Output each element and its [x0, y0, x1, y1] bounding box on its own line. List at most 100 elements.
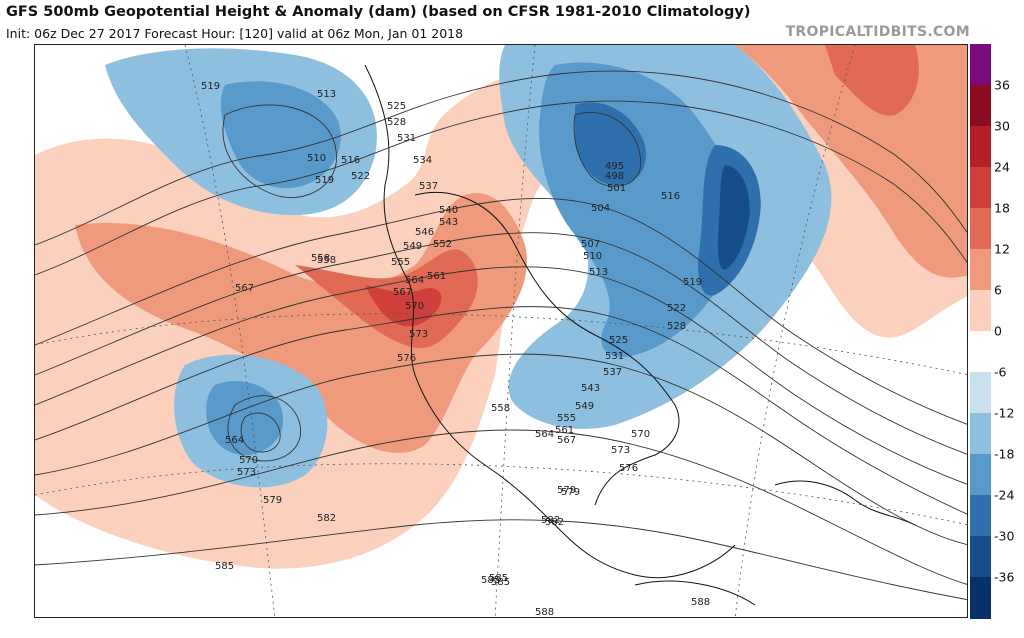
colorbar-tick-label: 12 [994, 241, 1010, 257]
contour-label: 507 [581, 239, 600, 250]
colorbar-swatch [970, 290, 991, 332]
colorbar-swatch [970, 44, 991, 86]
contour-label: 570 [405, 301, 424, 312]
colorbar-tick-label: -24 [994, 487, 1015, 503]
colorbar-swatch [970, 249, 991, 291]
colorbar-swatch [970, 372, 991, 414]
colorbar-swatch [970, 85, 991, 127]
contour-label: 513 [317, 89, 336, 100]
colorbar-tick-label: 30 [994, 118, 1010, 134]
contour-label: 501 [607, 183, 626, 194]
anomaly-colorbar: 36 30 24 18 12 6 0 -6 -12 -18 -24 -30 -36 [970, 44, 1020, 619]
contour-label: 537 [603, 367, 622, 378]
colorbar-swatch [970, 167, 991, 209]
colorbar-tick-label: 0 [994, 323, 1002, 339]
contour-label: 543 [439, 217, 458, 228]
contour-label: 528 [387, 117, 406, 128]
contour-label: 495 [605, 161, 624, 172]
colorbar-tick-label: -30 [994, 528, 1015, 544]
contour-label: 576 [619, 463, 638, 474]
contour-label: 516 [661, 191, 680, 202]
contour-label: 522 [351, 171, 370, 182]
contour-label: 585 [481, 575, 500, 586]
contour-label: 579 [561, 487, 580, 498]
contour-label: 558 [491, 403, 510, 414]
colorbar-swatch [970, 331, 991, 373]
contour-label: 546 [415, 227, 434, 238]
colorbar-tick-label: -12 [994, 405, 1015, 421]
graticule [35, 45, 967, 617]
contour-label: 567 [235, 283, 254, 294]
contour-label: 585 [215, 561, 234, 572]
contour-label: 564 [535, 429, 554, 440]
contour-label: 579 [557, 485, 576, 496]
map-canvas: 519 513 510 516 519 522 525 528 531 534 … [35, 45, 967, 618]
contour-label: 555 [391, 257, 410, 268]
colorbar-tick-label: -18 [994, 446, 1015, 462]
contour-label: 510 [307, 153, 326, 164]
contour-label: 585 [491, 577, 510, 588]
contour-label: 555 [557, 413, 576, 424]
map-title: GFS 500mb Geopotential Height & Anomaly … [6, 4, 751, 20]
contour-label: 525 [387, 101, 406, 112]
contour-label: 573 [409, 329, 428, 340]
colorbar-tick-label: 36 [994, 77, 1010, 93]
contour-label: 522 [667, 303, 686, 314]
contour-label: 549 [575, 401, 594, 412]
colorbar-tick-label: -36 [994, 569, 1015, 585]
contour-label: 531 [397, 133, 416, 144]
contour-label: 519 [201, 81, 220, 92]
contour-label: 582 [317, 513, 336, 524]
colorbar-swatch [970, 495, 991, 537]
height-contours [35, 70, 967, 601]
contour-label: 540 [439, 205, 458, 216]
contour-label: 588 [691, 597, 710, 608]
brand-watermark: TROPICALTIDBITS.COM [785, 24, 970, 40]
contour-label: 531 [605, 351, 624, 362]
contour-label: 570 [239, 455, 258, 466]
forecast-map: 519 513 510 516 519 522 525 528 531 534 … [34, 44, 968, 618]
contour-label: 561 [427, 271, 446, 282]
contour-label: 558 [317, 255, 336, 266]
contour-label: 579 [263, 495, 282, 506]
colorbar-tick-label: 18 [994, 200, 1010, 216]
contour-labels: 519 513 510 516 519 522 525 528 531 534 … [201, 81, 710, 618]
colorbar-swatch [970, 208, 991, 250]
contour-label: 570 [631, 429, 650, 440]
contour-label: 585 [489, 573, 508, 584]
colorbar-tick-label: -6 [994, 364, 1007, 380]
contour-label: 510 [583, 251, 602, 262]
contour-label: 552 [433, 239, 452, 250]
contour-label: 543 [581, 383, 600, 394]
contour-label: 498 [605, 171, 624, 182]
colorbar-swatch [970, 413, 991, 455]
contour-label: 558 [311, 253, 330, 264]
contour-label: 534 [413, 155, 432, 166]
colorbar-swatch [970, 577, 991, 619]
contour-label: 549 [403, 241, 422, 252]
contour-label: 582 [541, 515, 560, 526]
contour-label: 573 [611, 445, 630, 456]
contour-label: 567 [557, 435, 576, 446]
contour-label: 519 [683, 277, 702, 288]
contour-label: 582 [545, 517, 564, 528]
contour-label: 516 [341, 155, 360, 166]
colorbar-tick-label: 24 [994, 159, 1010, 175]
contour-label: 564 [405, 275, 424, 286]
contour-label: 564 [225, 435, 244, 446]
contour-label: 513 [589, 267, 608, 278]
coastlines [364, 64, 916, 606]
colorbar-swatch [970, 536, 991, 578]
contour-label: 519 [315, 175, 334, 186]
contour-label: 573 [237, 467, 256, 478]
contour-label: 561 [555, 425, 574, 436]
colorbar-swatch [970, 126, 991, 168]
contour-label: 537 [419, 181, 438, 192]
contour-label: 504 [591, 203, 610, 214]
contour-label: 588 [535, 607, 554, 618]
cold-anomaly-shading [105, 45, 832, 488]
contour-label: 528 [667, 321, 686, 332]
colorbar-swatch [970, 454, 991, 496]
contour-label: 576 [397, 353, 416, 364]
colorbar-tick-label: 6 [994, 282, 1002, 298]
